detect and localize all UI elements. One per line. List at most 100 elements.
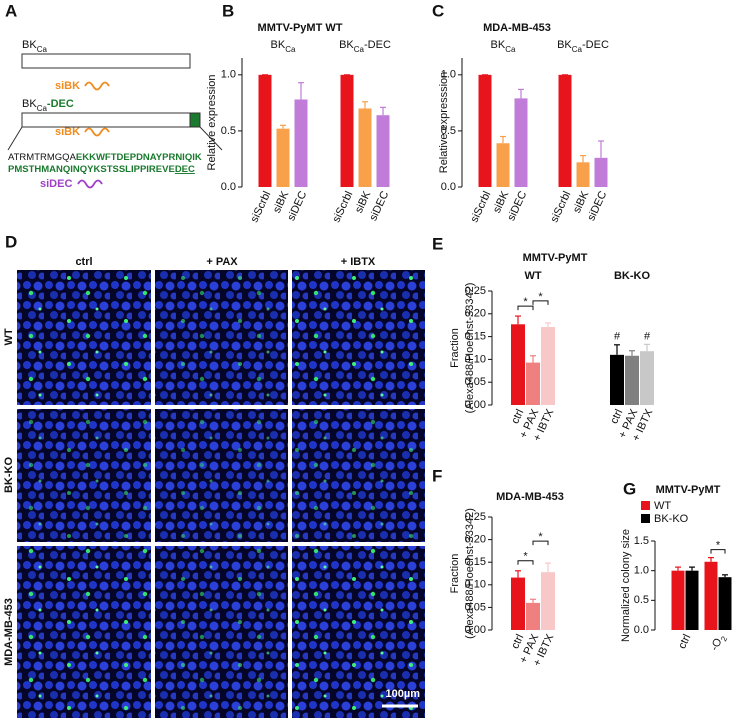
sequence-line: PMSTHMANQINQYKSTSSLIPPIREVEDEC	[8, 164, 195, 175]
dec-exon	[189, 112, 201, 128]
sirna-wave	[77, 179, 103, 189]
significance-label: *	[538, 531, 543, 543]
sirna-label: siDEC	[40, 178, 72, 190]
chart-title: MMTV-PyMT	[656, 484, 721, 496]
panel-letter: E	[432, 234, 443, 253]
construct-box	[21, 112, 191, 128]
y-tick-label: 0.5	[221, 125, 236, 137]
x-tick-label: siScrbl	[331, 189, 356, 224]
y-axis-label: Relative expression	[206, 75, 218, 171]
panel-letter: D	[5, 232, 17, 251]
bar	[276, 128, 290, 187]
y-tick-label: 0.00	[465, 399, 486, 411]
error-bar	[722, 574, 728, 578]
y-tick-label: 0.05	[465, 601, 486, 613]
group-label: BK-KO	[614, 270, 650, 282]
x-tick-label: -O2	[708, 632, 729, 654]
y-tick-label: 0.0	[634, 624, 649, 636]
sirna-wave	[84, 81, 110, 91]
chart-title: MMTV-PyMT	[523, 252, 588, 264]
y-tick-label: 0.15	[465, 556, 486, 568]
group-label: BKCa-DEC	[339, 39, 391, 54]
error-bar	[545, 562, 551, 573]
y-axis-label: Fraction	[449, 328, 461, 368]
legend-label: BK-KO	[654, 513, 689, 525]
panel-letter: B	[222, 1, 234, 20]
y-tick-label: 0.00	[465, 624, 486, 636]
error-bar	[545, 322, 551, 328]
bar	[511, 577, 525, 630]
label-sub: Ca	[354, 45, 365, 54]
significance-marker: #	[644, 330, 651, 342]
x-tick-label: siScrbl	[469, 189, 494, 224]
label-text: BK	[22, 98, 37, 110]
label-text: BK	[339, 39, 354, 51]
label-sub: Ca	[37, 45, 48, 54]
construct-box	[21, 53, 191, 69]
sirna-label: siBK	[55, 126, 80, 138]
bar	[526, 602, 540, 630]
sequence-part: EKKWFTDEPDNAYPRNIQIK	[76, 152, 202, 163]
error-bar	[598, 140, 604, 158]
label-text: BK	[491, 39, 506, 51]
bar	[340, 74, 354, 187]
error-bar	[614, 344, 620, 355]
significance-label: *	[538, 291, 543, 303]
panel-letter: A	[5, 1, 17, 20]
bar	[294, 99, 308, 187]
bar	[258, 74, 272, 187]
bar	[610, 354, 624, 405]
group-label: BKCa	[271, 39, 296, 54]
construct-label: BKCa-DEC	[22, 98, 74, 113]
bar	[594, 157, 608, 187]
label-sub: Ca	[285, 45, 296, 54]
stain-overlay	[292, 270, 425, 405]
column-label: + PAX	[206, 256, 238, 268]
error-bar	[515, 570, 521, 578]
zoom-line	[199, 126, 223, 151]
sirna-label: siBK	[55, 80, 80, 92]
panel-letter: C	[432, 1, 444, 20]
y-tick-label: 1.5	[634, 535, 649, 547]
bar	[511, 324, 525, 405]
label-suffix: -DEC	[582, 39, 609, 51]
y-tick-label: 1.0	[634, 565, 649, 577]
stain-overlay	[292, 546, 425, 718]
label-sub: 2	[719, 634, 729, 642]
label-suffix: -DEC	[364, 39, 391, 51]
label-sub: Ca	[572, 45, 583, 54]
sequence-part: PMSTHMANQINQYKSTSSLIPPIREVE	[8, 164, 175, 175]
group-label: BKCa-DEC	[557, 39, 609, 54]
row-label: MDA-MB-453	[3, 598, 15, 666]
sequence-part: DEC	[175, 164, 195, 175]
label-text: BK	[22, 39, 37, 51]
bar	[685, 570, 699, 630]
bar	[358, 108, 372, 187]
bar	[541, 572, 555, 630]
y-tick-label: 1.0	[221, 69, 236, 81]
error-bar	[689, 566, 695, 571]
stain-overlay	[17, 546, 151, 718]
group-label: BKCa	[491, 39, 516, 54]
x-tick-label: siScrbl	[249, 189, 274, 224]
stain-overlay	[155, 409, 288, 542]
column-label: ctrl	[75, 256, 92, 268]
significance-label: *	[523, 551, 528, 563]
stain-overlay	[17, 409, 151, 542]
y-tick-label: 0.20	[465, 308, 486, 320]
bar	[541, 327, 555, 405]
y-tick-label: 0.0	[221, 181, 236, 193]
y-tick-label: 0.05	[465, 376, 486, 388]
y-tick-label: 0.15	[465, 331, 486, 343]
x-tick-label: siScrbl	[549, 189, 574, 224]
row-label: WT	[3, 328, 15, 345]
bar	[640, 351, 654, 405]
legend-swatch	[641, 501, 650, 510]
error-bar	[530, 355, 536, 363]
bar	[625, 355, 639, 405]
label-sub: Ca	[505, 45, 516, 54]
stain-overlay	[292, 409, 425, 542]
bar	[671, 570, 685, 630]
